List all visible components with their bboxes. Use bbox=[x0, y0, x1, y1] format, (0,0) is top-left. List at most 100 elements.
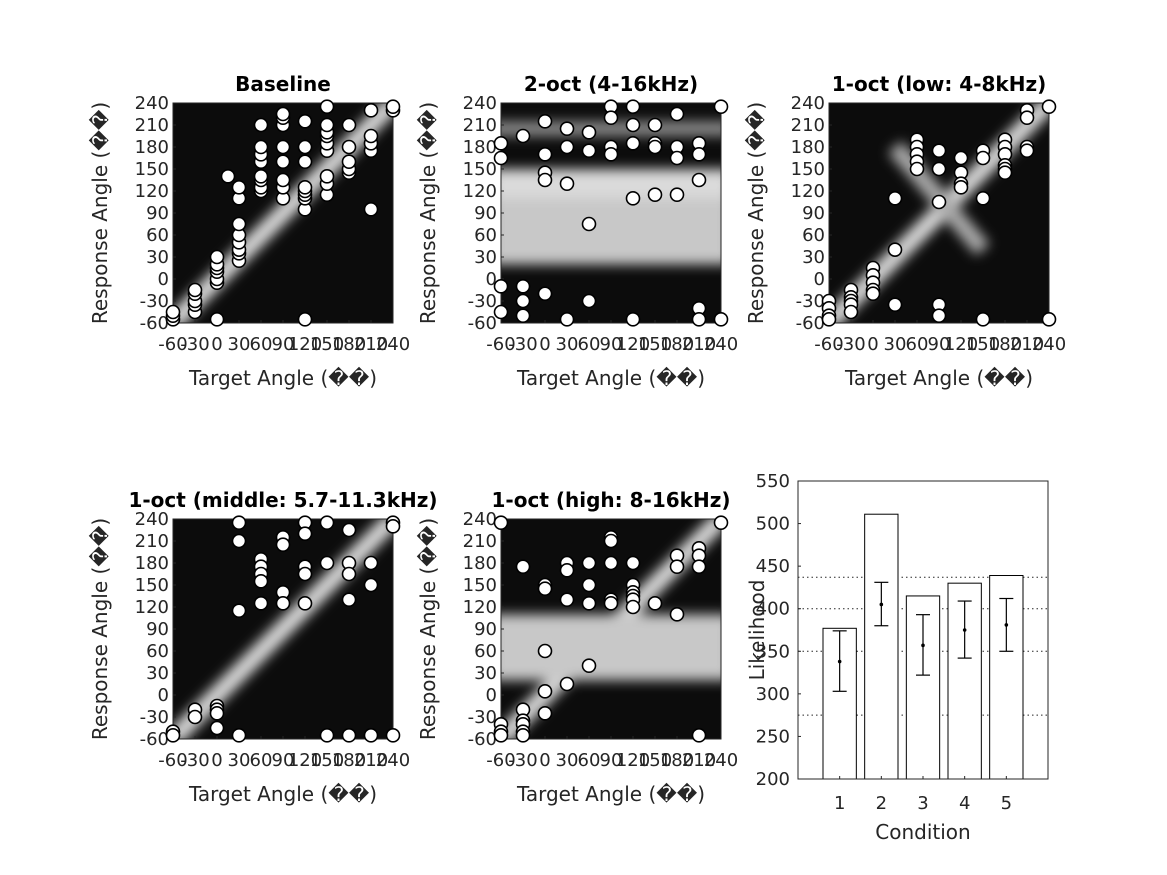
heatmap-image bbox=[173, 103, 393, 323]
x-tick-label: 120 bbox=[288, 750, 322, 771]
response-point bbox=[625, 191, 641, 206]
x-axis-label: Target Angle (��) bbox=[516, 782, 705, 806]
y-tick-label: -60 bbox=[796, 313, 825, 334]
response-point bbox=[975, 150, 991, 166]
y-tick-label: 60 bbox=[802, 225, 825, 246]
response-point bbox=[493, 304, 509, 320]
response-point bbox=[341, 592, 357, 607]
response-point bbox=[385, 519, 401, 534]
response-point bbox=[669, 106, 685, 122]
x-tick-label: 210 bbox=[354, 334, 388, 355]
response-point bbox=[515, 308, 531, 323]
response-point bbox=[319, 99, 335, 114]
response-point bbox=[363, 128, 379, 144]
response-point bbox=[275, 154, 291, 169]
response-point bbox=[559, 312, 575, 327]
response-point bbox=[537, 684, 553, 699]
y-tick-label: -30 bbox=[140, 707, 169, 728]
response-point bbox=[647, 187, 663, 202]
y-tick-label: -30 bbox=[796, 291, 825, 312]
x-tick-label: 240 bbox=[376, 334, 410, 355]
response-point bbox=[493, 136, 509, 151]
x-tick-label: -30 bbox=[508, 334, 537, 355]
x-tick-label: -30 bbox=[508, 750, 537, 771]
response-point bbox=[975, 312, 991, 327]
y-tick-label: 150 bbox=[463, 159, 497, 180]
x-tick-label: 5 bbox=[1001, 793, 1012, 814]
x-tick-label: 60 bbox=[250, 750, 273, 771]
x-tick-label: -60 bbox=[486, 334, 515, 355]
likelihood-bar-chart: 1 2 3 4 5 200 250 300 350 400 450 500 550 Condition Li… bbox=[745, 471, 1049, 844]
x-tick-label: 150 bbox=[638, 334, 672, 355]
x-tick-label: 180 bbox=[660, 750, 694, 771]
x-tick-label: 60 bbox=[578, 750, 601, 771]
response-point bbox=[319, 555, 335, 571]
response-point bbox=[209, 706, 225, 721]
panel-title: 2-oct (4-16kHz) bbox=[524, 72, 698, 96]
panel-title: Baseline bbox=[235, 72, 331, 96]
response-point bbox=[537, 581, 553, 596]
heatmap-image bbox=[829, 103, 1049, 323]
response-point bbox=[865, 286, 881, 301]
y-tick-label: 210 bbox=[463, 531, 497, 552]
response-point bbox=[559, 676, 575, 692]
x-tick-label: 90 bbox=[272, 750, 295, 771]
x-tick-label: -30 bbox=[180, 334, 209, 355]
y-tick-label: 150 bbox=[135, 575, 169, 596]
response-point bbox=[691, 312, 707, 327]
x-tick-label: 120 bbox=[616, 750, 650, 771]
response-point bbox=[341, 117, 357, 133]
response-point bbox=[537, 172, 553, 188]
response-point bbox=[493, 515, 509, 530]
y-tick-label: 0 bbox=[486, 685, 497, 706]
x-axis-label: Condition bbox=[875, 820, 970, 844]
response-point bbox=[187, 709, 203, 725]
y-tick-label: 90 bbox=[802, 203, 825, 224]
x-tick-label: 30 bbox=[556, 750, 579, 771]
response-point bbox=[385, 99, 401, 114]
y-tick-label: 240 bbox=[135, 509, 169, 530]
response-point bbox=[341, 154, 357, 169]
x-tick-label: -30 bbox=[836, 334, 865, 355]
y-tick-label: 60 bbox=[474, 641, 497, 662]
x-tick-label: -60 bbox=[158, 750, 187, 771]
response-point bbox=[319, 728, 335, 743]
y-tick-label: 450 bbox=[756, 556, 790, 577]
x-tick-label: 2 bbox=[876, 793, 887, 814]
x-tick-label: 240 bbox=[376, 750, 410, 771]
response-point bbox=[887, 242, 903, 257]
x-tick-label: 30 bbox=[884, 334, 907, 355]
x-tick-label: 0 bbox=[539, 750, 550, 771]
x-tick-label: 240 bbox=[704, 334, 738, 355]
response-point bbox=[931, 161, 947, 177]
y-tick-label: 150 bbox=[463, 575, 497, 596]
response-point bbox=[231, 515, 247, 530]
y-tick-label: 120 bbox=[791, 181, 825, 202]
x-tick-label: 180 bbox=[332, 334, 366, 355]
x-tick-label: -60 bbox=[486, 750, 515, 771]
x-tick-label: 120 bbox=[944, 334, 978, 355]
x-tick-label: 90 bbox=[928, 334, 951, 355]
x-tick-label: 0 bbox=[539, 334, 550, 355]
response-point bbox=[625, 99, 641, 114]
response-point bbox=[275, 537, 291, 552]
x-tick-label: 150 bbox=[310, 750, 344, 771]
x-tick-label: 3 bbox=[917, 793, 928, 814]
x-tick-label: 60 bbox=[906, 334, 929, 355]
y-tick-label: 210 bbox=[135, 115, 169, 136]
error-center-point bbox=[837, 659, 842, 664]
response-point bbox=[275, 596, 291, 611]
y-tick-label: 60 bbox=[474, 225, 497, 246]
y-tick-label: 240 bbox=[463, 509, 497, 530]
y-tick-label: 210 bbox=[135, 531, 169, 552]
response-point bbox=[165, 728, 181, 743]
error-center-point bbox=[921, 643, 925, 648]
x-tick-label: 210 bbox=[354, 750, 388, 771]
error-center-point bbox=[962, 628, 967, 632]
response-point bbox=[581, 143, 597, 158]
response-point bbox=[209, 249, 225, 265]
response-point bbox=[363, 728, 379, 743]
panel-title: 1-oct (middle: 5.7-11.3kHz) bbox=[128, 488, 437, 512]
response-point bbox=[581, 596, 597, 611]
